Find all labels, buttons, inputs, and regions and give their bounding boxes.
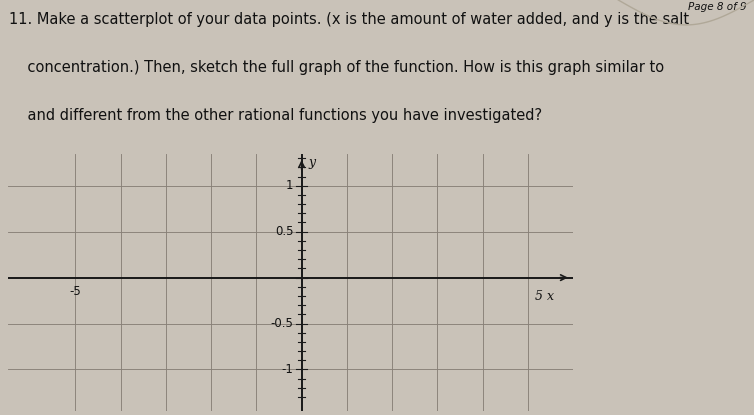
Text: 0.5: 0.5 [275, 225, 293, 238]
Text: 11. Make a scatterplot of your data points. (​x is the amount of water added, an: 11. Make a scatterplot of your data poin… [9, 12, 689, 27]
Text: y: y [308, 156, 315, 169]
Text: 1: 1 [286, 179, 293, 192]
Text: and different from the other rational functions you have investigated?: and different from the other rational fu… [9, 108, 542, 123]
Text: -0.5: -0.5 [271, 317, 293, 330]
Text: -1: -1 [281, 363, 293, 376]
Text: Page 8 of 9: Page 8 of 9 [688, 2, 746, 12]
Text: concentration.) Then, sketch the full graph of the function. How is this graph s: concentration.) Then, sketch the full gr… [9, 60, 664, 75]
Text: 5 x: 5 x [535, 290, 553, 303]
Text: -5: -5 [69, 285, 81, 298]
